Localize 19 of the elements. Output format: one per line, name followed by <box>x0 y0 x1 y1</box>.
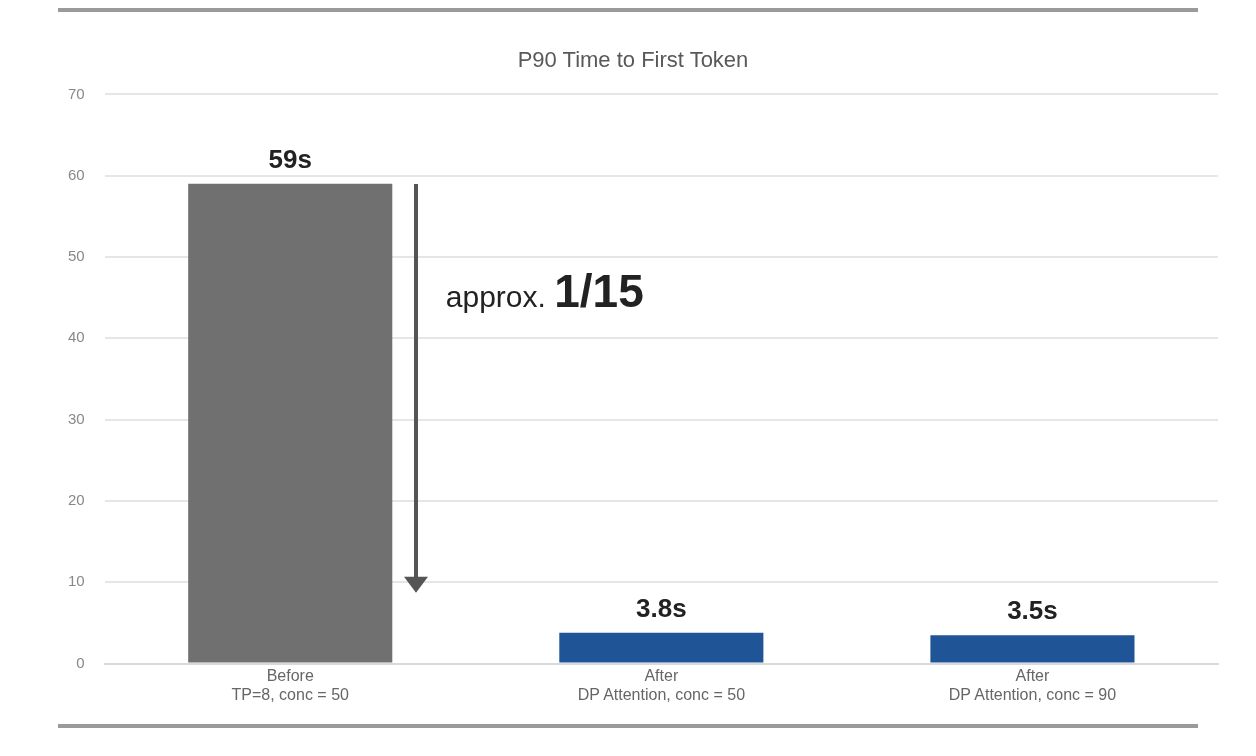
bar <box>930 635 1135 663</box>
bar <box>559 632 764 663</box>
data-label: 3.8s <box>636 592 687 623</box>
annotation: approx. 1/15 <box>445 264 644 317</box>
y-tick-label: 10 <box>68 572 85 590</box>
x-tick-label: Before TP=8, conc = 50 <box>231 666 350 703</box>
y-tick-label: 70 <box>68 84 85 102</box>
y-tick-label: 40 <box>68 328 85 346</box>
data-label: 59s <box>268 144 312 175</box>
y-tick-label: 30 <box>68 409 85 427</box>
data-label: 3.5s <box>1007 595 1058 626</box>
y-tick-label: 20 <box>68 491 85 509</box>
bar <box>188 183 393 663</box>
x-tick-label: After DP Attention, conc = 50 <box>577 666 746 703</box>
y-tick-label: 50 <box>68 247 85 265</box>
y-tick-label: 0 <box>76 653 85 671</box>
chart-title: P90 Time to First Token <box>517 47 749 73</box>
x-tick-label: After DP Attention, conc = 90 <box>948 666 1117 703</box>
y-tick-label: 60 <box>68 165 85 183</box>
